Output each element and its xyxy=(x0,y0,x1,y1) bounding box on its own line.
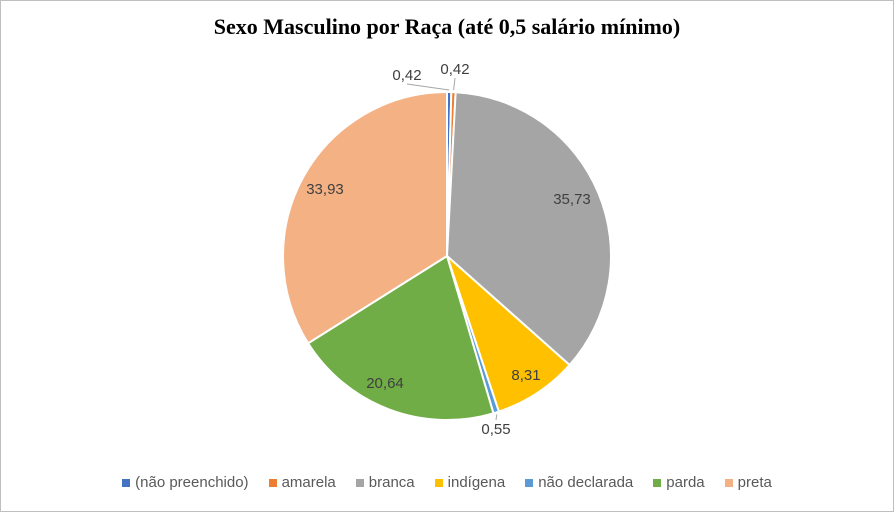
legend-label: parda xyxy=(666,474,705,491)
chart-title: Sexo Masculino por Raça (até 0,5 salário… xyxy=(213,14,681,39)
leader-line xyxy=(406,83,450,91)
legend-label: branca xyxy=(368,474,415,491)
legend-swatch xyxy=(122,478,131,487)
legend-entry: não declarada xyxy=(525,474,633,491)
data-label: 0,42 xyxy=(440,61,469,78)
pie-slice xyxy=(282,90,448,345)
data-label: 0,42 xyxy=(392,67,421,84)
leader-line xyxy=(453,77,456,91)
legend-entry: parda xyxy=(653,474,705,491)
legend-entry: indígena xyxy=(434,474,506,491)
legend-entry: amarela xyxy=(268,474,336,491)
legend-entry: branca xyxy=(355,474,415,491)
pie-slice xyxy=(445,91,612,367)
leader-line xyxy=(495,414,498,421)
chart-legend: (não preenchido) amarela branca indígena não… xyxy=(0,474,894,491)
legend-swatch xyxy=(525,478,534,487)
data-label: 20,64 xyxy=(366,375,404,392)
legend-swatch xyxy=(355,478,364,487)
legend-swatch xyxy=(724,478,733,487)
legend-swatch xyxy=(434,478,443,487)
legend-swatch xyxy=(268,478,277,487)
pie-slice xyxy=(306,254,495,421)
legend-label: preta xyxy=(737,474,772,491)
legend-label: indígena xyxy=(447,474,506,491)
legend-swatch xyxy=(653,478,662,487)
legend-label: (não preenchido) xyxy=(135,474,249,491)
data-label: 33,93 xyxy=(306,181,344,198)
legend-entry: (não preenchido) xyxy=(122,474,249,491)
data-label: 35,73 xyxy=(553,191,591,208)
pie-slice xyxy=(444,252,571,413)
data-label: 8,31 xyxy=(511,367,540,384)
legend-entry: preta xyxy=(724,474,772,491)
data-label: 0,55 xyxy=(481,421,510,438)
legend-label: amarela xyxy=(281,474,336,491)
legend-label: não declarada xyxy=(538,474,634,491)
